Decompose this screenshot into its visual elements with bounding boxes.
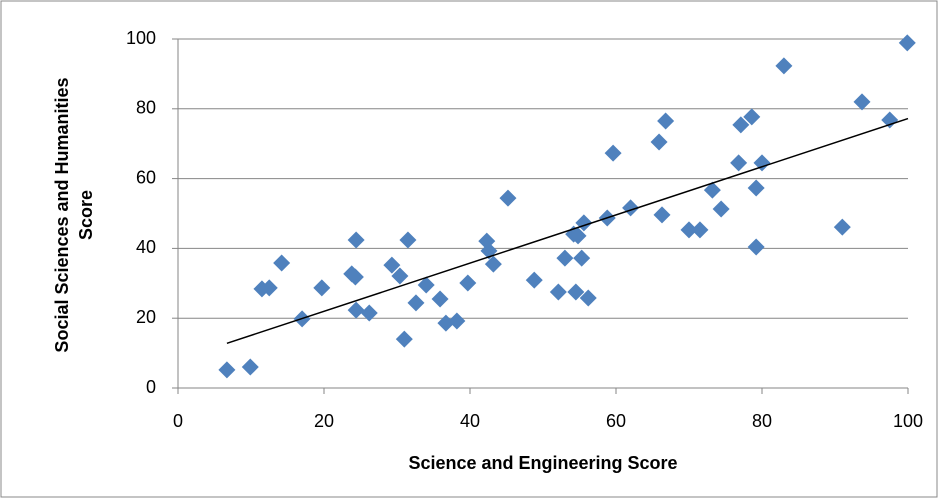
x-tick-label: 80: [752, 411, 772, 431]
scatter-point: [260, 279, 278, 297]
y-tick-label: 20: [136, 307, 156, 327]
x-tick-label: 20: [314, 411, 334, 431]
y-tick-label: 0: [146, 377, 156, 397]
scatter-point: [459, 274, 477, 292]
scatter-point: [691, 221, 709, 239]
scatter-point: [347, 231, 365, 249]
scatter-point: [753, 154, 771, 172]
scatter-point: [853, 93, 871, 111]
y-tick-label: 40: [136, 237, 156, 257]
scatter-point: [579, 289, 597, 307]
scatter-point: [898, 34, 916, 52]
scatter-point: [881, 111, 899, 129]
scatter-point: [556, 249, 574, 267]
y-tick-label: 80: [136, 98, 156, 118]
scatter-point: [573, 249, 591, 267]
scatter-point: [747, 238, 765, 256]
scatter-point: [569, 227, 587, 245]
scatter-point: [346, 268, 364, 286]
scatter-point: [360, 304, 378, 322]
scatter-point: [273, 254, 291, 272]
scatter-point: [241, 358, 259, 376]
scatter-point: [747, 179, 765, 197]
scatter-point: [712, 200, 730, 218]
scatter-point: [567, 283, 585, 301]
scatter-point: [407, 294, 425, 312]
scatter-point: [680, 221, 698, 239]
scatter-point: [732, 116, 750, 134]
scatter-point: [653, 206, 671, 224]
x-axis-label: Science and Engineering Score: [408, 453, 677, 473]
x-tick-label: 40: [460, 411, 480, 431]
scatter-point: [218, 361, 236, 379]
x-tick-label: 0: [173, 411, 183, 431]
scatter-point: [399, 231, 417, 249]
scatter-point: [525, 271, 543, 289]
scatter-point: [395, 330, 413, 348]
y-tick-label: 60: [136, 167, 156, 187]
y-axis-label: Social Sciences and Humanities Score: [52, 77, 96, 353]
scatter-point: [313, 279, 331, 297]
scatter-point: [391, 267, 409, 285]
scatter-point: [657, 112, 675, 130]
scatter-point: [431, 290, 449, 308]
scatter-point: [499, 189, 517, 207]
scatter-point: [730, 154, 748, 172]
scatter-point: [743, 108, 761, 126]
x-tick-label: 100: [893, 411, 923, 431]
y-tick-label: 100: [126, 28, 156, 48]
scatter-point: [417, 276, 435, 294]
x-tick-label: 60: [606, 411, 626, 431]
scatter-point: [604, 144, 622, 162]
scatter-point: [703, 181, 721, 199]
scatter-point: [448, 312, 466, 330]
scatter-point: [775, 57, 793, 75]
scatter-point: [383, 256, 401, 274]
scatter-point: [549, 283, 567, 301]
scatter-point: [347, 301, 365, 319]
scatter-point: [437, 314, 455, 332]
scatter-point: [833, 218, 851, 236]
trendline: [226, 117, 909, 345]
scatter-point: [484, 255, 502, 273]
scatter-point: [650, 133, 668, 151]
